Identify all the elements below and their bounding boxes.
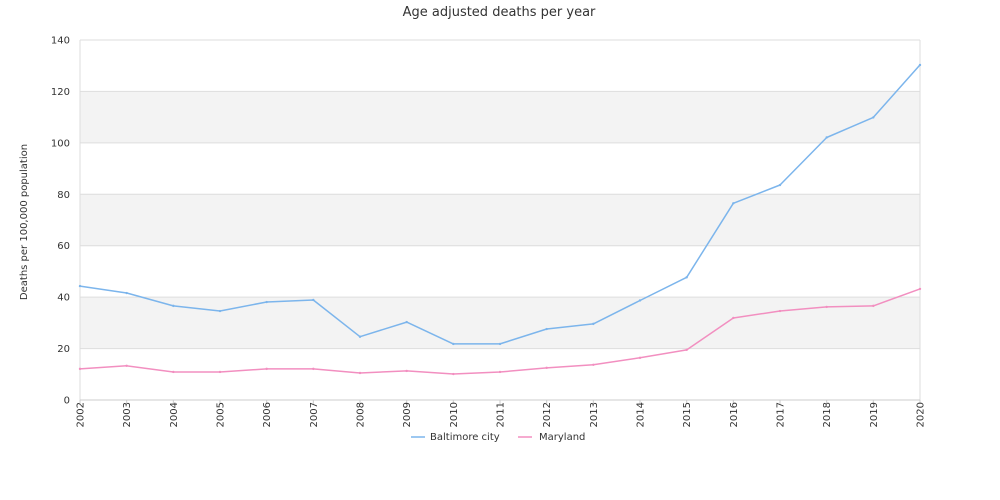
data-point[interactable]	[498, 342, 502, 346]
x-tick-label: 2014	[636, 402, 647, 427]
data-point[interactable]	[498, 370, 502, 374]
x-tick-label: 2011	[496, 402, 507, 427]
data-point[interactable]	[218, 309, 222, 313]
data-point[interactable]	[918, 287, 922, 291]
y-tick-label: 100	[51, 138, 70, 149]
data-point[interactable]	[78, 367, 82, 371]
x-tick-label: 2003	[122, 402, 133, 427]
data-point[interactable]	[732, 202, 735, 205]
x-tick-label: 2004	[169, 402, 180, 427]
data-point[interactable]	[778, 309, 782, 313]
legend-label: Baltimore city	[430, 432, 500, 443]
x-tick-label: 2007	[309, 402, 320, 427]
x-tick-label: 2008	[356, 402, 367, 427]
y-tick-label: 60	[57, 241, 70, 252]
data-point[interactable]	[265, 300, 268, 304]
data-point[interactable]	[358, 371, 362, 375]
x-tick-label: 2015	[682, 402, 693, 427]
data-point[interactable]	[732, 316, 735, 320]
x-tick-label: 2002	[76, 402, 87, 427]
y-tick-label: 120	[51, 87, 70, 98]
x-tick-label: 2010	[449, 402, 460, 427]
x-tick-label: 2009	[402, 402, 413, 427]
x-tick-label: 2016	[729, 402, 740, 427]
data-point[interactable]	[825, 305, 828, 309]
data-point[interactable]	[778, 183, 782, 187]
legend-label: Maryland	[539, 432, 585, 443]
data-point[interactable]	[545, 366, 548, 370]
y-tick-label: 80	[57, 190, 70, 201]
data-point[interactable]	[312, 367, 315, 371]
data-point[interactable]	[872, 116, 875, 119]
series-lines	[78, 63, 922, 376]
tick-labels: 0 20 40 60 80 100 120 140 2002 2003 2004 2005 2006 20…	[51, 36, 927, 428]
data-point[interactable]	[545, 327, 548, 331]
grid-band	[80, 297, 920, 349]
data-point[interactable]	[172, 370, 175, 374]
x-tick-label: 2019	[869, 402, 880, 427]
legend-item-maryland[interactable]: Maryland	[518, 432, 585, 443]
data-point[interactable]	[638, 356, 642, 360]
y-axis-label: Deaths per 100,000 population	[19, 144, 30, 300]
data-point[interactable]	[265, 367, 268, 371]
data-point[interactable]	[78, 284, 82, 288]
legend-item-baltimore-city[interactable]: Baltimore city	[411, 432, 500, 443]
data-point[interactable]	[172, 304, 175, 308]
data-point[interactable]	[125, 364, 128, 367]
data-point[interactable]	[405, 320, 408, 324]
data-point[interactable]	[125, 291, 128, 295]
x-tick-label: 2013	[589, 402, 600, 427]
x-tick-label: 2006	[262, 402, 273, 427]
x-tick-label: 2012	[542, 402, 553, 427]
x-tick-label: 2005	[216, 402, 227, 427]
y-tick-label: 40	[57, 293, 70, 304]
legend[interactable]: Baltimore city Maryland	[411, 432, 585, 443]
data-point[interactable]	[592, 363, 595, 366]
y-tick-label: 20	[57, 344, 70, 355]
data-point[interactable]	[872, 304, 875, 308]
data-point[interactable]	[218, 370, 222, 374]
data-point[interactable]	[592, 322, 595, 326]
data-point[interactable]	[685, 276, 688, 279]
data-point[interactable]	[405, 369, 408, 373]
x-tick-label: 2018	[822, 402, 833, 427]
data-point[interactable]	[638, 299, 642, 302]
data-point[interactable]	[685, 348, 688, 352]
axes	[79, 40, 921, 404]
grid-band	[80, 91, 920, 143]
data-point[interactable]	[825, 136, 828, 139]
x-tick-label: 2017	[776, 402, 787, 427]
data-point[interactable]	[452, 342, 455, 346]
y-tick-label: 140	[51, 36, 70, 47]
data-point[interactable]	[358, 335, 362, 338]
data-point[interactable]	[452, 372, 455, 376]
chart-title: Age adjusted deaths per year	[403, 5, 596, 20]
data-point[interactable]	[312, 298, 315, 302]
grid-band	[80, 194, 920, 246]
y-tick-label: 0	[64, 396, 70, 407]
x-tick-label: 2020	[916, 402, 927, 427]
data-point[interactable]	[918, 63, 922, 67]
grid-bands	[80, 91, 920, 349]
